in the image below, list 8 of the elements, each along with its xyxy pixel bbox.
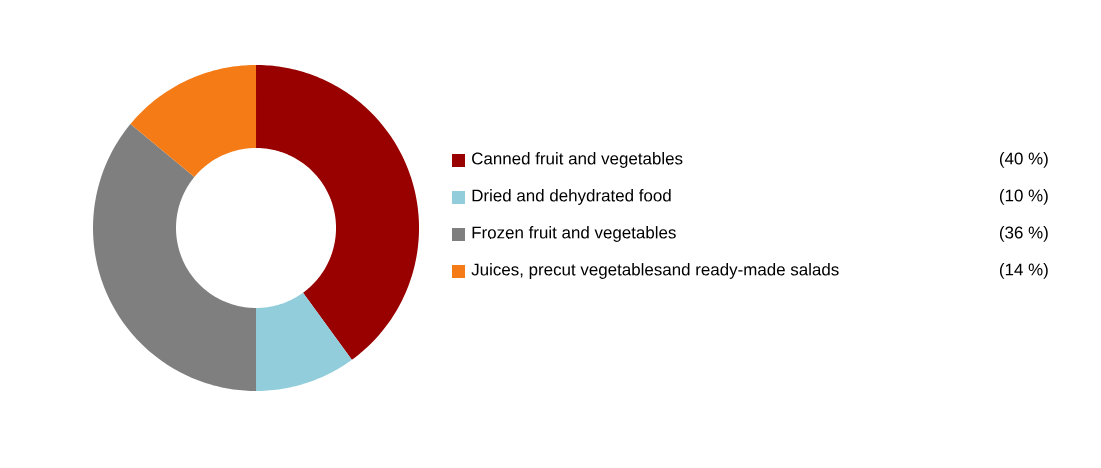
legend-label: Canned fruit and vegetables: [472, 152, 683, 168]
legend-label: Juices, precut vegetablesand ready-made salads: [471, 263, 839, 279]
legend-label: Dried and dehydrated food: [472, 189, 671, 205]
data-label: (36 %): [999, 226, 1048, 242]
data-label: (10 %): [999, 189, 1048, 205]
legend-label: Frozen fruit and vegetables: [472, 226, 676, 242]
data-label: (40 %): [999, 152, 1048, 168]
data-label: (14 %): [999, 263, 1048, 279]
